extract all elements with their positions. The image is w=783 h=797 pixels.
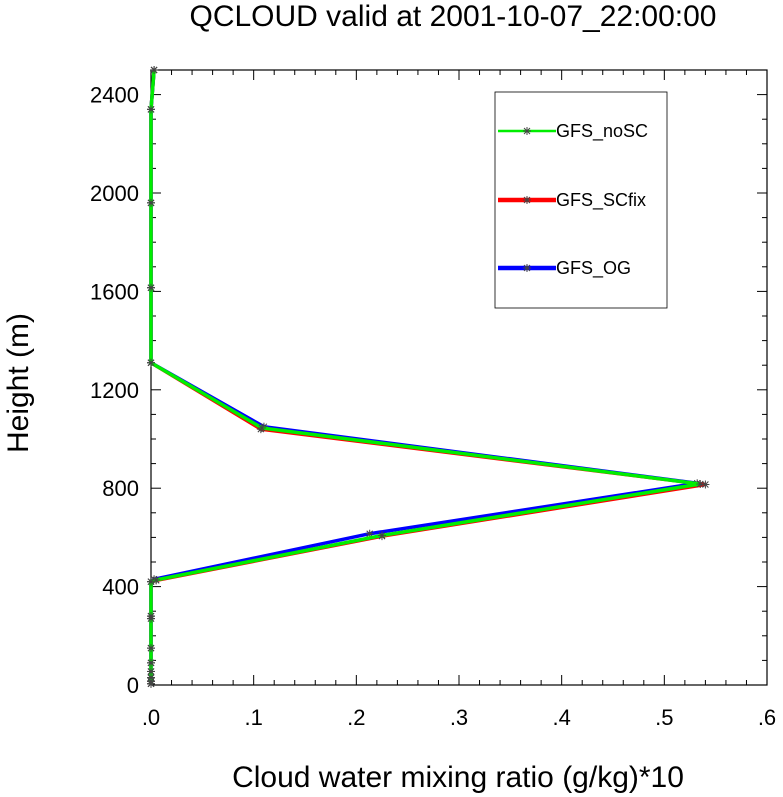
legend-label-gfs-og: GFS_OG — [556, 258, 631, 279]
data-point-gfs-nosc — [696, 480, 705, 489]
x-tick-label: .0 — [142, 705, 160, 730]
axis-ticks — [150, 69, 768, 686]
x-axis-label: Cloud water mixing ratio (g/kg)*10 — [232, 761, 684, 794]
data-point-gfs-nosc — [378, 531, 386, 540]
data-point-gfs-nosc — [257, 423, 266, 432]
y-tick-label: 2400 — [90, 83, 139, 108]
y-tick-label: 400 — [102, 575, 139, 600]
y-axis-label: Height (m) — [2, 313, 35, 453]
data-point-gfs-og — [365, 529, 374, 538]
legend-marker-gfs-og — [523, 264, 531, 272]
data-point-gfs-nosc — [147, 658, 155, 667]
x-axis-tick-labels: .0 .1 .2 .3 .4 .5 .6 — [142, 705, 776, 730]
y-tick-label: 2000 — [90, 181, 139, 206]
legend-marker-gfs-scfix — [523, 196, 531, 204]
data-point-gfs-nosc — [147, 644, 155, 653]
x-tick-label: .4 — [552, 705, 570, 730]
legend: GFS_noSC GFS_SCfix GFS_OG — [494, 91, 668, 309]
y-tick-label: 1200 — [90, 378, 139, 403]
legend-entry-gfs-scfix: GFS_SCfix — [498, 190, 646, 211]
x-tick-label: .5 — [655, 705, 673, 730]
y-tick-label: 1600 — [90, 279, 139, 304]
x-tick-label: .6 — [758, 705, 776, 730]
x-tick-label: .2 — [347, 705, 365, 730]
y-tick-label: 0 — [127, 673, 139, 698]
data-point-gfs-nosc — [147, 358, 155, 367]
legend-label-gfs-scfix: GFS_SCfix — [556, 190, 646, 211]
y-tick-label: 800 — [102, 476, 139, 501]
plot-frame — [150, 69, 768, 686]
data-point-gfs-nosc — [147, 283, 155, 292]
x-tick-label: .1 — [244, 705, 262, 730]
legend-label-gfs-nosc: GFS_noSC — [556, 121, 648, 142]
series-gfs-nosc — [147, 66, 705, 688]
data-point-gfs-nosc — [147, 612, 155, 621]
legend-marker-gfs-nosc — [523, 127, 531, 135]
legend-entry-gfs-nosc: GFS_noSC — [498, 121, 648, 142]
chart-title: QCLOUD valid at 2001-10-07_22:00:00 — [190, 0, 717, 33]
legend-entry-gfs-og: GFS_OG — [498, 258, 631, 279]
data-point-gfs-nosc — [152, 575, 161, 584]
plot-area — [150, 69, 768, 686]
x-tick-label: .3 — [450, 705, 468, 730]
data-point-gfs-nosc — [147, 667, 155, 676]
data-series — [147, 66, 710, 688]
data-point-gfs-nosc — [147, 105, 155, 114]
data-point-gfs-nosc — [150, 66, 159, 74]
y-axis-tick-labels: 0 400 800 1200 1600 2000 2400 — [90, 83, 139, 698]
data-point-gfs-nosc — [147, 198, 155, 207]
